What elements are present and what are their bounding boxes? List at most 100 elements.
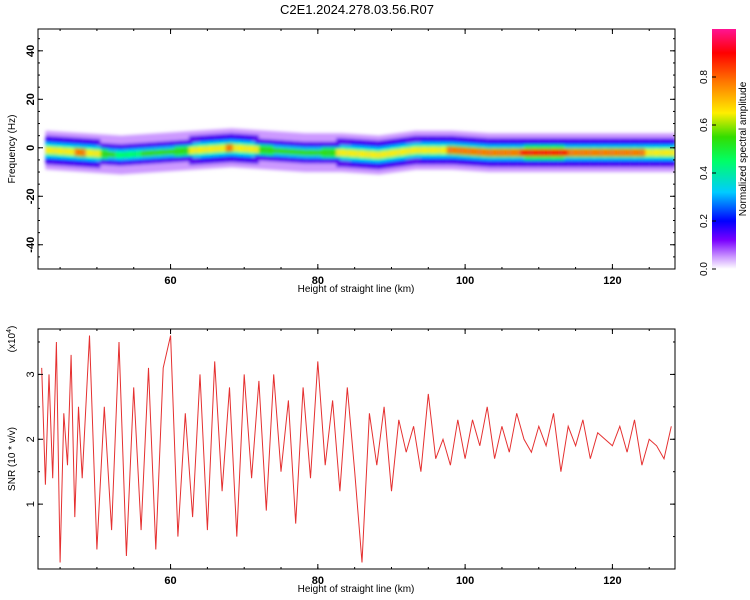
spectrogram-cell (384, 150, 389, 158)
spectrogram-cell (571, 149, 577, 156)
spectrogram-cell (144, 150, 150, 157)
spectrogram-cell (240, 145, 245, 152)
spectrogram-cell (236, 145, 242, 152)
snr-x-axis-label: Height of straight line (km) (298, 584, 415, 595)
spectrogram-cell (347, 149, 352, 157)
spectrogram-cell (468, 148, 474, 155)
spectrogram-cell (93, 150, 98, 157)
spectrogram-cell (446, 147, 451, 154)
spectrogram-cell (82, 149, 87, 156)
spectrogram-cell (74, 149, 80, 156)
spectrogram-cell (85, 149, 91, 157)
spectrogram-y-tick-label: -20 (25, 188, 37, 204)
spectrogram-cell (152, 149, 157, 157)
spectrogram-cell (266, 147, 271, 154)
spectrogram-cell (450, 147, 455, 154)
spectrogram-cell (339, 149, 345, 156)
spectrogram-cell (542, 149, 547, 156)
spectrogram-cell (211, 145, 216, 153)
snr-x-tick-label: 120 (603, 575, 621, 587)
spectrogram-y-tick-label: 0 (25, 145, 37, 151)
spectrogram-cell (130, 151, 135, 158)
spectrogram-cell (354, 150, 359, 157)
snr-y-tick-label: 3 (25, 371, 37, 377)
spectrogram-cell (137, 150, 142, 157)
spectrogram-cell (627, 149, 632, 156)
spectrogram-cell (623, 149, 628, 156)
spectrogram-cell (233, 144, 238, 152)
spectrogram-cell (188, 147, 194, 154)
spectrogram-cell (273, 147, 278, 154)
spectrogram-cell (557, 149, 562, 156)
spectrogram-cell (373, 151, 378, 158)
spectrogram-cell (457, 147, 463, 154)
spectrogram-cell (420, 147, 426, 154)
spectrogram-cell (479, 149, 485, 156)
spectrogram-cell (229, 144, 234, 151)
spectrogram-cell (391, 149, 396, 157)
spectrogram-cell (465, 148, 470, 155)
spectrogram-cell (476, 148, 481, 156)
spectrogram-cell (520, 149, 525, 156)
spectrogram-cell (288, 148, 293, 155)
snr-y-tick-label: 2 (25, 436, 37, 442)
spectrogram-cell (100, 150, 105, 157)
spectrogram-cell (155, 149, 161, 156)
spectrogram-axes: 60 80 100 120 40 20 0 -20 -40 (25, 29, 675, 287)
spectrogram-cell (174, 148, 179, 155)
spectrogram-cell (406, 148, 411, 155)
spectrogram-cell (244, 145, 249, 152)
spectrogram-cell (593, 149, 599, 156)
spectrogram-cell (350, 150, 356, 157)
spectrogram-cell (141, 150, 146, 157)
spectrogram-cell (641, 149, 647, 156)
spectrogram-cell (597, 149, 602, 156)
spectrogram-cell (660, 149, 665, 156)
spectrogram-cell (501, 149, 507, 156)
spectrogram-cell (487, 149, 492, 156)
spectrogram-cell (67, 148, 72, 155)
spectrogram-cell (413, 147, 418, 154)
spectrogram-cell (192, 147, 197, 154)
colorbar-ticks: 0.0 0.2 0.4 0.6 0.8 (699, 70, 716, 276)
spectrogram-cell (317, 149, 323, 156)
snr-panel: 60 80 100 120 3 2 1 Height of straight line (k… (6, 326, 676, 595)
spectrogram-cell (409, 147, 415, 154)
snr-frame (37, 328, 676, 570)
spectrogram-x-tick-label: 100 (456, 275, 474, 287)
spectrogram-cell (616, 149, 621, 156)
spectrogram-cell (200, 146, 205, 153)
spectrogram-cell (645, 149, 650, 156)
spectrogram-cell (166, 148, 172, 156)
snr-scale-note: (x104) (6, 326, 18, 353)
spectrogram-cell (428, 147, 433, 154)
spectrogram-cell (299, 149, 304, 156)
spectrogram-cell (575, 149, 580, 156)
spectrogram-cell (119, 151, 124, 159)
spectrogram-cell (590, 149, 595, 156)
spectrogram-cell (483, 149, 488, 156)
spectrogram-y-tick-label: 20 (25, 93, 37, 105)
spectrogram-cell (177, 148, 183, 155)
spectrogram-cell (122, 151, 127, 158)
spectrogram-cell (181, 147, 186, 155)
chart-title: C2E1.2024.278.03.56.R07 (280, 2, 434, 17)
spectrogram-cell (601, 149, 606, 156)
spectrogram-cell (579, 149, 584, 156)
spectrogram-cell (546, 149, 551, 156)
spectrogram-ridge (45, 128, 675, 175)
spectrogram-cell (89, 149, 94, 157)
spectrogram-cell (443, 147, 448, 154)
spectrogram-x-tick-label: 80 (312, 275, 324, 287)
spectrogram-cell (303, 149, 308, 156)
spectrogram-cell (582, 149, 588, 156)
spectrogram-cell (605, 149, 610, 156)
spectrogram-cell (49, 147, 54, 154)
spectrogram-cell (284, 148, 289, 155)
spectrogram-cell (96, 150, 102, 157)
spectrogram-cell (60, 148, 65, 155)
spectrogram-cell (538, 149, 544, 156)
spectrogram-cell (262, 146, 267, 154)
spectrogram-cell (269, 147, 275, 154)
